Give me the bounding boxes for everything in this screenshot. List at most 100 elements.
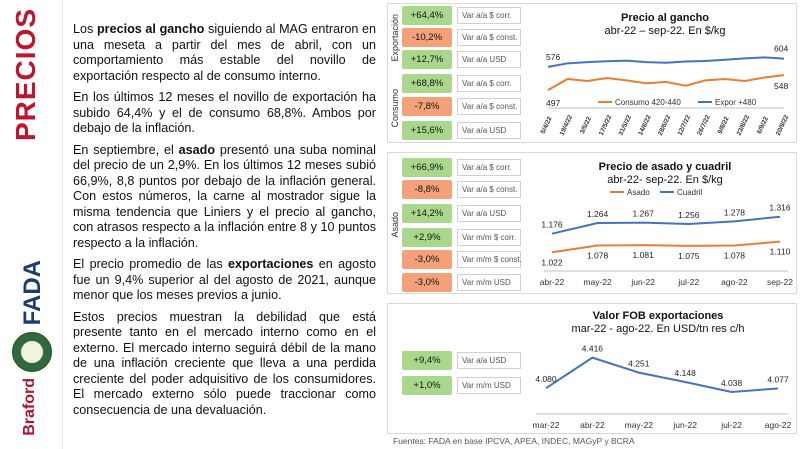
data-label: 1.267 [633, 209, 655, 219]
panel-gancho: Exportación Consumo +64,4% Var a/a $ corr… [387, 3, 797, 143]
paragraph-4: El precio promedio de las exportaciones … [73, 257, 376, 302]
stat-badge: +9,4% [402, 351, 452, 370]
stat-label: Var a/a USD [457, 352, 521, 369]
stat-badge: +12,7% [402, 50, 452, 69]
stat-label: Var m/m USD [457, 377, 521, 394]
stat-badge: +68,8% [402, 74, 452, 93]
stat-row: -7,8% Var a/a $ const. [402, 97, 521, 116]
panel-asado: Asado +66,9% Var a/a $ corr. -8,8% Var a/a… [387, 152, 797, 294]
data-label: 1.110 [770, 247, 791, 257]
stat-badge: -10,2% [402, 28, 452, 47]
x-tick-label: 20/9/22 [775, 114, 791, 137]
data-label: 1.264 [587, 209, 609, 219]
stat-label: Var a/a $ corr. [457, 7, 521, 24]
chart-title: Precio de asado y cuadril abr-22- sep-22.… [598, 161, 732, 186]
stat-label: Var a/a USD [457, 205, 521, 222]
stat-row: +2,9% Var m/m $ corr. [402, 228, 521, 247]
caption-exportacion: Exportación [390, 14, 400, 62]
x-tick-label: sep-22 [767, 277, 793, 287]
x-tick-label: 5/4/22 [540, 115, 554, 135]
chart-fob: 4.080 4.416 4.251 4.148 4.038 4.077 mar-22 abr-… [533, 344, 792, 430]
paragraph-3: En septiembre, el asado presentó una sub… [73, 142, 376, 250]
legend-label: Expor +480 [715, 98, 757, 107]
x-tick-label: jul-22 [720, 420, 742, 430]
data-label: 4.080 [535, 374, 557, 384]
stat-label: Var m/m $ corr. [457, 229, 521, 246]
x-tick-label: ago-22 [721, 277, 748, 287]
stat-label: Var a/a USD [457, 51, 521, 68]
x-tick-label: 14/6/22 [637, 114, 653, 137]
x-tick-label: 23/8/22 [736, 114, 752, 137]
x-tick-label: jun-22 [630, 277, 655, 287]
data-label: 1.316 [769, 203, 791, 213]
x-tick-label: 26/7/22 [696, 114, 712, 137]
stat-label: Var m/m USD [457, 274, 521, 291]
stat-row: +64,4% Var a/a $ corr. [402, 6, 521, 25]
data-label: 497 [546, 98, 560, 108]
caption-asado: Asado [390, 212, 400, 238]
x-tick-label: 28/6/22 [657, 114, 673, 137]
panel-fob: +9,4% Var a/a USD +1,0% Var m/m USD Valor … [387, 303, 797, 434]
paragraph-5: Estos precios muestran la debilidad que … [73, 309, 376, 417]
stat-row: -3,0% Var m/m USD [402, 273, 521, 292]
data-label: 1.081 [633, 250, 655, 260]
stat-row: +9,4% Var a/a USD [402, 351, 521, 370]
stat-label: Var a/a $ const. [457, 181, 521, 198]
data-label: 4.148 [675, 368, 697, 378]
x-tick-label: abr-22 [540, 277, 565, 287]
stat-row: +66,9% Var a/a $ corr. [402, 158, 521, 177]
sidebar: PRECIOS FADA Braford [0, 0, 63, 449]
stat-row: -8,8% Var a/a $ const. [402, 180, 521, 199]
stat-row: +1,0% Var m/m USD [402, 376, 521, 395]
stat-label: Var a/a $ corr. [457, 159, 521, 176]
series-line [547, 56, 785, 68]
stat-badge: -7,8% [402, 97, 452, 116]
legend-label: Asado [627, 188, 650, 197]
x-tick-label: 31/5/22 [618, 114, 634, 137]
stat-badge: +1,0% [402, 376, 452, 395]
stat-row: +12,7% Var a/a USD [402, 50, 521, 69]
x-tick-label: jul-22 [677, 277, 699, 287]
stat-badge: -3,0% [402, 273, 452, 292]
stat-row: +68,8% Var a/a $ corr. [402, 74, 521, 93]
data-label: 1.078 [587, 251, 609, 261]
data-label: 1.256 [678, 210, 700, 220]
data-label: 4.038 [721, 378, 743, 388]
data-label: 1.278 [724, 207, 746, 217]
x-tick-label: 19/4/22 [559, 114, 575, 137]
stat-label: Var m/m $ const. [457, 251, 522, 268]
stat-row: +14,2% Var a/a USD [402, 204, 521, 223]
x-tick-label: 12/7/22 [677, 114, 693, 137]
stat-badge: +66,9% [402, 158, 452, 177]
braford-logo: Braford [21, 378, 38, 436]
stat-badge: +14,2% [402, 204, 452, 223]
data-label: 1.075 [678, 251, 700, 261]
paragraph-1: Los precios al gancho siguiendo al MAG e… [73, 22, 376, 83]
source-note: Fuentes: FADA en base IPCVA, APEA, INDEC… [393, 436, 635, 446]
fada-logo: FADA [19, 260, 46, 326]
data-label: 1.022 [541, 257, 563, 267]
data-label: 4.077 [767, 374, 789, 384]
legend-label: Cuadril [677, 188, 703, 197]
caption-consumo: Consumo [390, 88, 400, 128]
section-title: PRECIOS [10, 8, 41, 142]
legend-label: Consumo 420-440 [615, 98, 681, 107]
chart-title: Precio al gancho abr-22 – sep-22. En $/kg [604, 12, 726, 37]
paragraph-2: En los últimos 12 meses el novillo de ex… [73, 90, 376, 135]
x-tick-label: 3/5/22 [579, 115, 593, 135]
data-label: 1.176 [541, 220, 563, 230]
chart-gancho: 497 548 576 604 5/4/22 19/4/22 3/5/22 17/5/22 31… [540, 44, 791, 137]
x-tick-label: 6/9/22 [756, 115, 770, 135]
body-text: Los precios al gancho siguiendo al MAG e… [73, 22, 376, 424]
stat-row: -10,2% Var a/a $ const. [402, 28, 521, 47]
x-tick-label: 9/8/22 [717, 115, 731, 135]
x-tick-label: ago-22 [765, 420, 792, 430]
seal-icon [12, 332, 52, 372]
series-line [551, 240, 781, 254]
x-tick-label: 17/5/22 [598, 114, 614, 137]
stat-label: Var a/a $ const. [457, 29, 521, 46]
data-label: 4.251 [628, 359, 650, 369]
x-tick-label: may-22 [583, 277, 612, 287]
series-line [545, 356, 779, 394]
series-line [547, 74, 785, 92]
